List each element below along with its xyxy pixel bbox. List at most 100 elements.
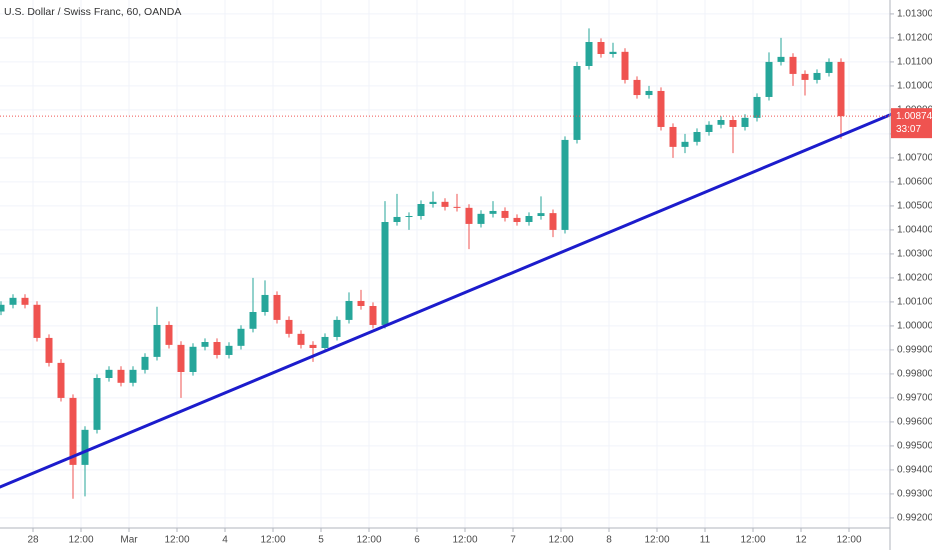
candle-body: [345, 300, 353, 320]
candle-body: [69, 397, 77, 465]
x-tick-label: 7: [510, 535, 516, 546]
y-tick-label: 0.99600: [897, 417, 932, 428]
candle-body: [165, 324, 173, 345]
last-price-label: 1.00874: [896, 111, 932, 122]
candle-body: [33, 304, 41, 338]
y-tick-label: 0.99500: [897, 441, 932, 452]
candle-body: [465, 207, 473, 224]
candle-body: [813, 72, 821, 80]
plot: [0, 28, 897, 499]
candle-body: [57, 362, 65, 398]
candle-body: [141, 356, 149, 370]
candle-body: [441, 201, 449, 207]
x-tick-label: 12:00: [356, 535, 381, 546]
y-tick-label: 1.00200: [897, 273, 932, 284]
y-tick-label: 0.99300: [897, 489, 932, 500]
candle-body: [693, 132, 701, 142]
candle-body: [489, 210, 497, 214]
candle-body: [129, 369, 137, 383]
candle-body: [429, 201, 437, 204]
candle-body: [717, 120, 725, 125]
candle-body: [681, 141, 689, 147]
candle-body: [417, 204, 425, 216]
candle-body: [213, 342, 221, 355]
candle-body: [189, 346, 197, 372]
candle-body: [741, 117, 749, 127]
x-tick-label: 6: [414, 535, 420, 546]
candle-body: [81, 429, 89, 465]
x-tick-label: 28: [27, 535, 39, 546]
candle-body: [777, 56, 785, 62]
candle-body: [585, 42, 593, 66]
x-tick-label: 5: [318, 535, 324, 546]
candle-body: [201, 342, 209, 347]
candle-body: [753, 96, 761, 118]
candle-body: [537, 213, 545, 216]
y-tick-label: 1.00700: [897, 153, 932, 164]
candle-body: [501, 210, 509, 218]
y-tick-label: 1.00300: [897, 249, 932, 260]
candle-body: [237, 328, 245, 346]
candle-body: [669, 126, 677, 147]
candle-body: [381, 222, 389, 325]
x-tick-label: 11: [700, 535, 711, 546]
x-tick-label: 12:00: [836, 535, 861, 546]
trend-line: [0, 111, 897, 489]
y-tick-label: 1.01200: [897, 33, 932, 44]
y-tick-label: 1.00100: [897, 297, 932, 308]
y-tick-label: 1.00500: [897, 201, 932, 212]
y-tick-label: 0.99900: [897, 345, 932, 356]
x-tick-label: 12:00: [68, 535, 93, 546]
candle-body: [333, 319, 341, 337]
x-tick-label: 12:00: [164, 535, 189, 546]
candle-body: [549, 213, 557, 230]
candle-body: [45, 337, 53, 363]
candle-body: [261, 294, 269, 312]
y-tick-label: 1.01000: [897, 81, 932, 92]
candle-body: [93, 378, 101, 430]
x-tick-label: 12:00: [260, 535, 285, 546]
candle-body: [393, 216, 401, 222]
candle-body: [177, 344, 185, 372]
y-tick-label: 1.00600: [897, 177, 932, 188]
candle-body: [621, 51, 629, 80]
y-tick-label: 0.99400: [897, 465, 932, 476]
y-tick-label: 1.01300: [897, 9, 932, 20]
last-price-box: [891, 108, 932, 139]
candle-body: [597, 42, 605, 54]
candle-body: [309, 344, 317, 348]
candle-body: [369, 306, 377, 325]
candle-body: [729, 120, 737, 127]
candle-body: [117, 369, 125, 383]
candle-body: [513, 217, 521, 222]
candle-body: [477, 213, 485, 224]
candle-body: [9, 297, 17, 305]
candle-body: [273, 294, 281, 320]
y-tick-label: 1.00400: [897, 225, 932, 236]
x-tick-label: 4: [222, 535, 228, 546]
candle-body: [657, 90, 665, 127]
candle-body: [837, 61, 845, 117]
axes: 0.99200 0.99300 0.99400 0.99500 0.99600 0.997…: [27, 9, 932, 546]
y-tick-label: 1.01100: [897, 57, 932, 68]
candle-body: [21, 297, 29, 305]
candle-body: [825, 61, 833, 73]
y-tick-label: 1.00000: [897, 321, 932, 332]
candle-body: [705, 124, 713, 132]
candle-body: [633, 79, 641, 96]
candle-body: [573, 66, 581, 140]
x-tick-label: 12:00: [452, 535, 477, 546]
candle-body: [405, 216, 413, 217]
x-tick-label: 12:00: [548, 535, 573, 546]
candle-body: [153, 324, 161, 357]
x-tick-label: 12:00: [740, 535, 765, 546]
candle-body: [297, 333, 305, 345]
candle-body: [789, 56, 797, 74]
candle-body: [105, 369, 113, 378]
candle-body: [801, 73, 809, 80]
x-tick-label: 8: [606, 535, 612, 546]
candle-body: [249, 312, 257, 329]
x-tick-label: 12:00: [644, 535, 669, 546]
candle-body: [561, 139, 569, 230]
